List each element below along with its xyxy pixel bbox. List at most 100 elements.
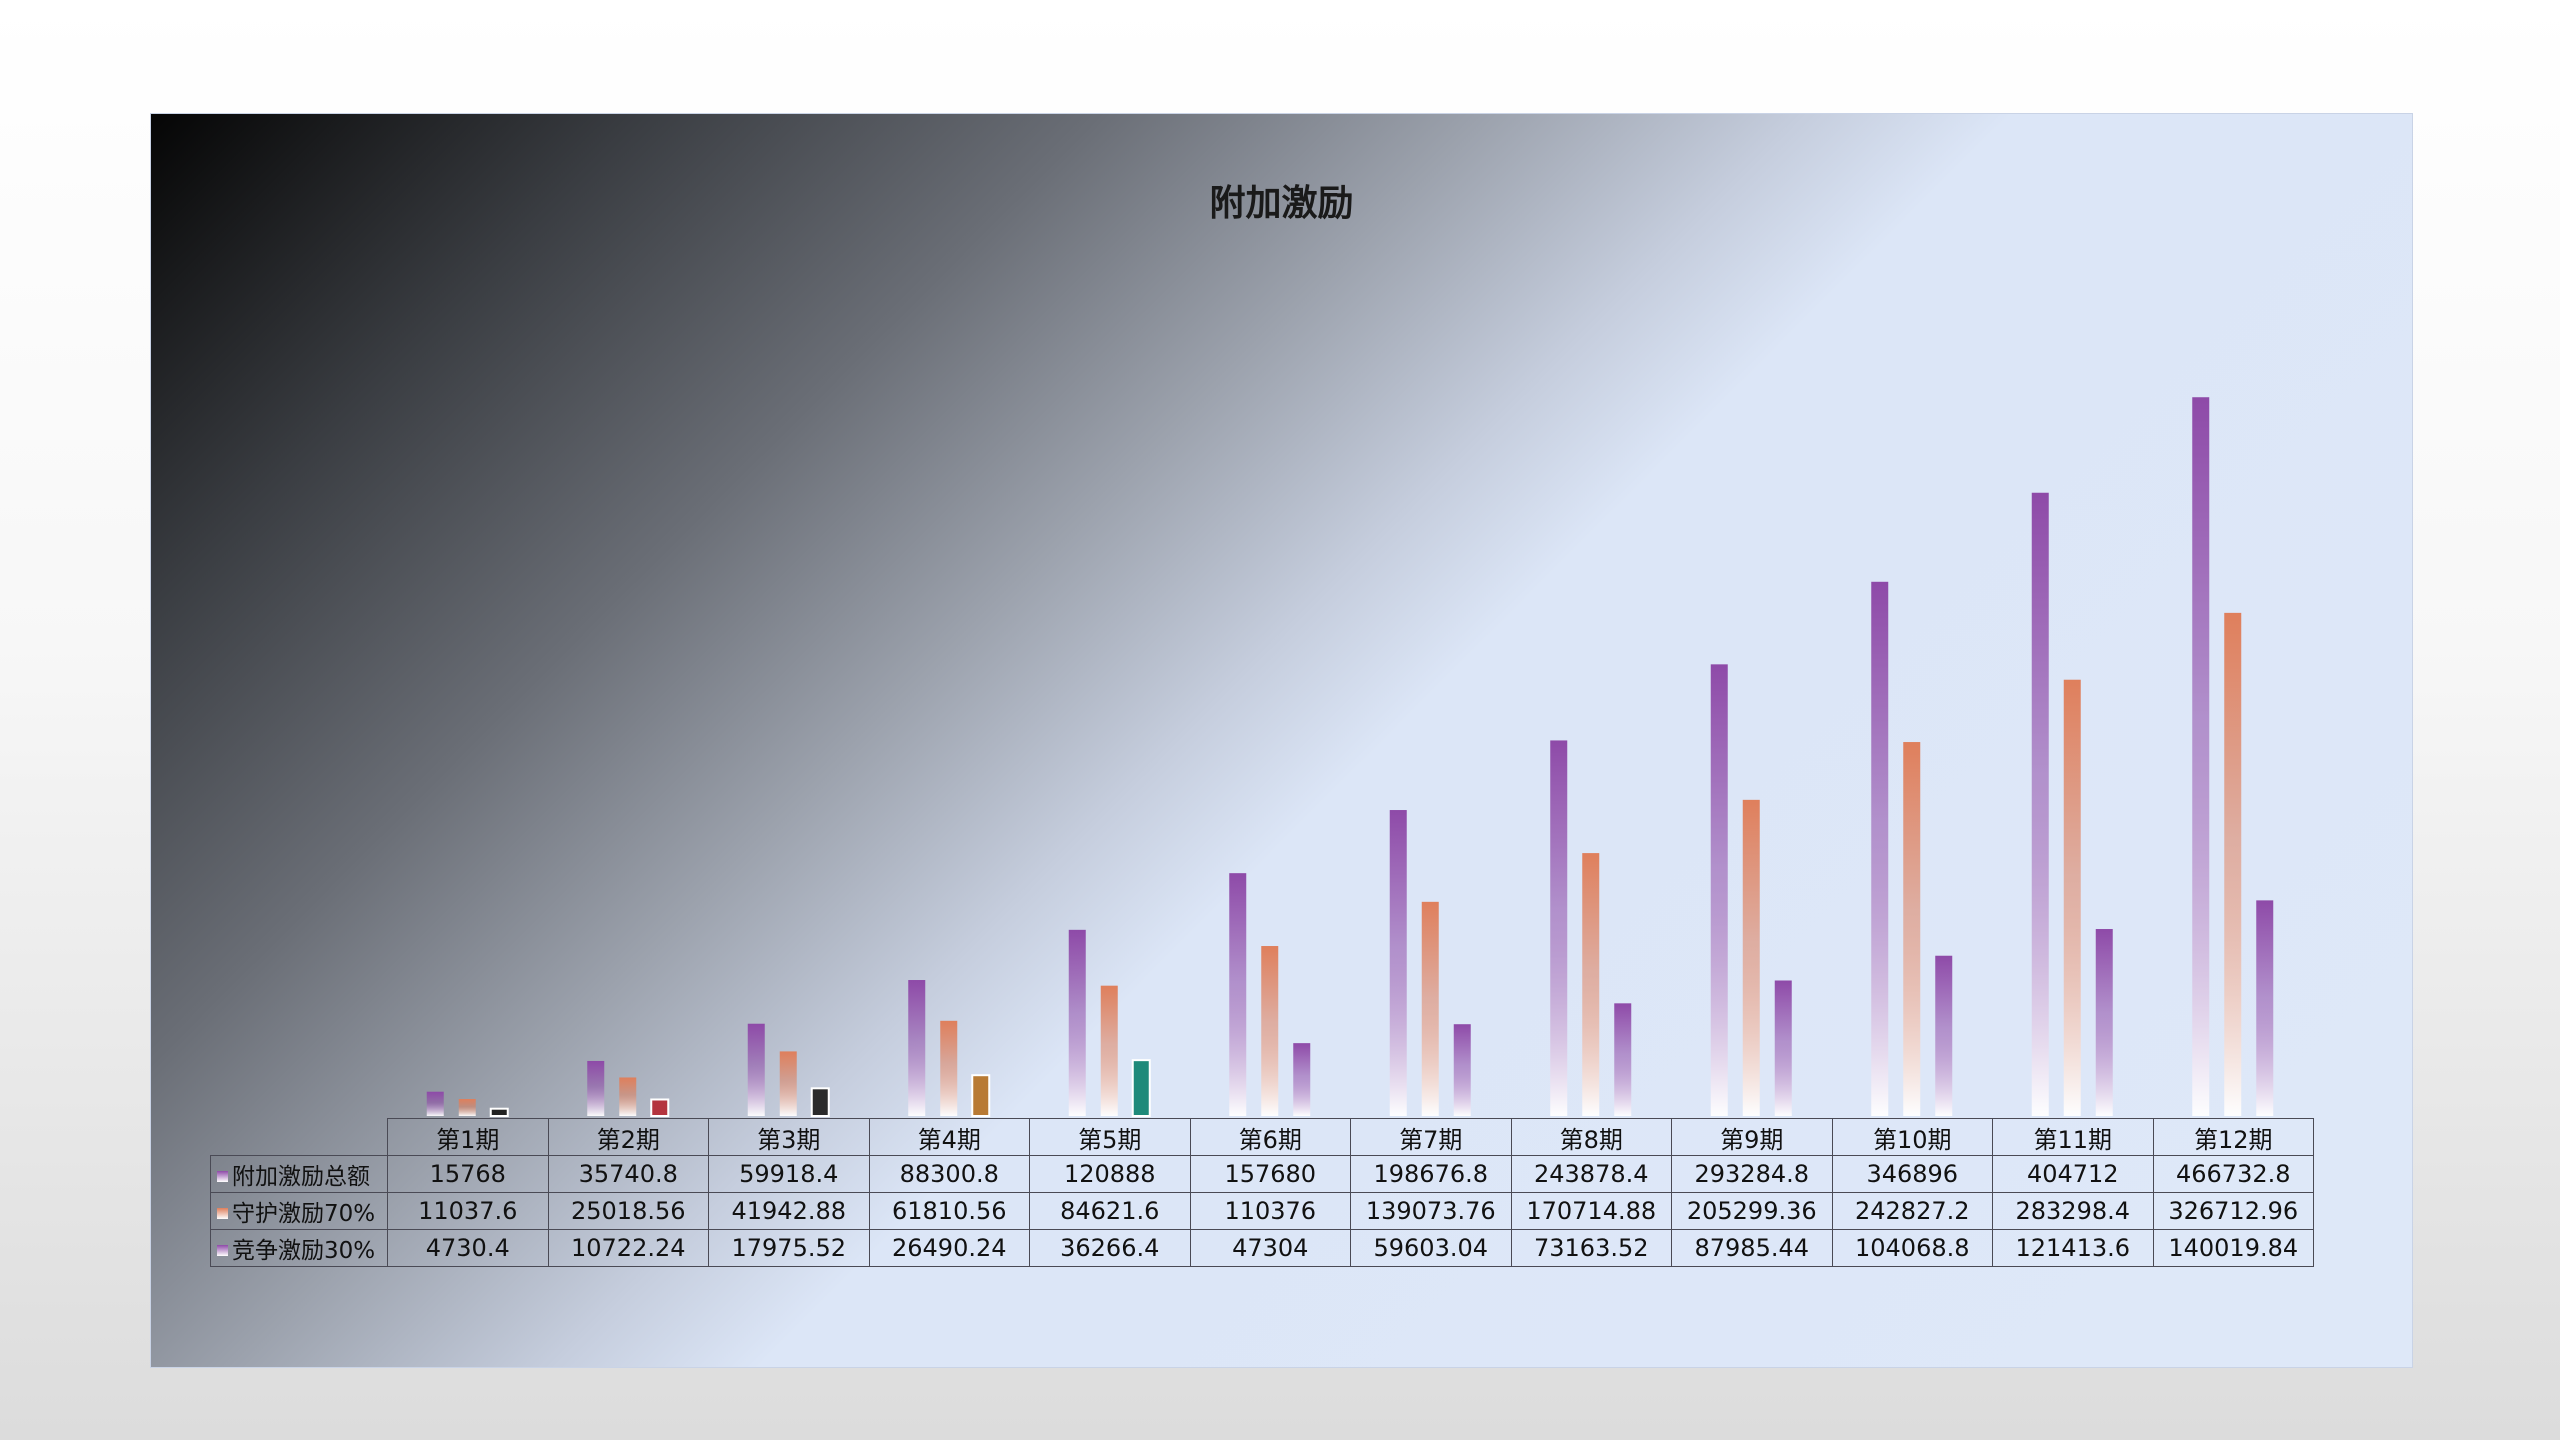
- legend-key: [217, 1245, 228, 1256]
- data-label: 404712: [1992, 1155, 2154, 1193]
- bar-s3-9: [1774, 980, 1792, 1116]
- legend-entry: 竞争激励30%: [210, 1229, 388, 1267]
- data-label: 157680: [1189, 1155, 1351, 1193]
- bar-s1-8: [1550, 740, 1568, 1116]
- bar-s2-5: [1100, 985, 1118, 1116]
- bar-s1-1: [426, 1091, 444, 1116]
- data-label: 170714.88: [1510, 1192, 1672, 1230]
- bar-s2-6: [1261, 946, 1279, 1116]
- bar-s3-6: [1293, 1043, 1311, 1116]
- bar-s2-9: [1742, 799, 1760, 1116]
- data-label: 198676.8: [1350, 1155, 1512, 1193]
- bar-s3-8: [1614, 1003, 1632, 1116]
- data-label: 242827.2: [1831, 1192, 1993, 1230]
- bar-s3-4: [971, 1074, 991, 1117]
- table-header-row: 第1期 第2期 第3期 第4期 第5期 第6期 第7期 第8期 第9期 第10期 第11期 第12期: [210, 1118, 2314, 1156]
- bar-s3-12: [2256, 900, 2274, 1116]
- bar-s1-5: [1068, 929, 1086, 1116]
- bar-s2-10: [1903, 742, 1921, 1116]
- data-label: 104068.8: [1831, 1229, 1993, 1267]
- data-label: 120888: [1029, 1155, 1191, 1193]
- bar-s1-9: [1710, 664, 1728, 1116]
- x-tick-label: 第1期: [387, 1118, 549, 1156]
- data-label: 4730.4: [387, 1229, 549, 1267]
- bar-s1-4: [908, 980, 926, 1116]
- data-label: 36266.4: [1029, 1229, 1191, 1267]
- x-tick-label: 第11期: [1992, 1118, 2154, 1156]
- data-label: 466732.8: [2152, 1155, 2314, 1193]
- data-label: 11037.6: [387, 1192, 549, 1230]
- x-tick-label: 第7期: [1350, 1118, 1512, 1156]
- data-label: 87985.44: [1671, 1229, 1833, 1267]
- series-name: 竞争激励30%: [232, 1238, 376, 1264]
- bar-s2-2: [619, 1077, 637, 1116]
- data-label: 346896: [1831, 1155, 1993, 1193]
- data-label: 17975.52: [708, 1229, 870, 1267]
- data-label: 10722.24: [547, 1229, 709, 1267]
- legend-key: [217, 1208, 228, 1219]
- data-table: 第1期 第2期 第3期 第4期 第5期 第6期 第7期 第8期 第9期 第10期 第11期 第12期附…: [210, 1118, 2314, 1267]
- bar-s3-11: [2095, 929, 2113, 1116]
- x-tick-label: 第3期: [708, 1118, 870, 1156]
- plot-area: [426, 397, 2274, 1118]
- bar-s1-11: [2031, 492, 2049, 1116]
- chart-title: 附加激励: [1209, 183, 1354, 224]
- bar-s3-7: [1453, 1024, 1471, 1116]
- bar-s1-7: [1389, 810, 1407, 1116]
- x-tick-label: 第8期: [1510, 1118, 1672, 1156]
- data-label: 283298.4: [1992, 1192, 2154, 1230]
- table-corner: [210, 1118, 388, 1156]
- data-label: 25018.56: [547, 1192, 709, 1230]
- data-label: 140019.84: [2152, 1229, 2314, 1267]
- bar-s2-7: [1421, 901, 1439, 1116]
- data-label: 205299.36: [1671, 1192, 1833, 1230]
- table-row: 守护激励70% 11037.6 25018.56 41942.88 61810.56 84…: [210, 1192, 2314, 1230]
- x-tick-label: 第6期: [1189, 1118, 1351, 1156]
- x-tick-label: 第5期: [1029, 1118, 1191, 1156]
- bar-s2-8: [1582, 853, 1600, 1116]
- bar-s3-1: [489, 1107, 509, 1118]
- bar-s1-10: [1871, 581, 1889, 1116]
- bar-s2-4: [940, 1020, 958, 1116]
- data-label: 88300.8: [868, 1155, 1030, 1193]
- x-tick-label: 第10期: [1831, 1118, 1993, 1156]
- data-label: 35740.8: [547, 1155, 709, 1193]
- data-label: 243878.4: [1510, 1155, 1672, 1193]
- bar-s2-12: [2224, 612, 2242, 1116]
- data-label: 26490.24: [868, 1229, 1030, 1267]
- x-tick-label: 第9期: [1671, 1118, 1833, 1156]
- data-label: 110376: [1189, 1192, 1351, 1230]
- data-label: 59603.04: [1350, 1229, 1512, 1267]
- bar-s1-6: [1229, 873, 1247, 1116]
- bar-s2-3: [779, 1051, 797, 1116]
- legend-entry: 附加激励总额: [210, 1155, 388, 1193]
- data-label: 84621.6: [1029, 1192, 1191, 1230]
- bar-s1-12: [2192, 397, 2210, 1117]
- data-label: 139073.76: [1350, 1192, 1512, 1230]
- legend-entry: 守护激励70%: [210, 1192, 388, 1230]
- data-label: 293284.8: [1671, 1155, 1833, 1193]
- data-label: 41942.88: [708, 1192, 870, 1230]
- table-row: 附加激励总额 15768 35740.8 59918.4 88300.8 120888 15…: [210, 1155, 2314, 1193]
- bar-s1-2: [587, 1060, 605, 1116]
- x-tick-label: 第2期: [547, 1118, 709, 1156]
- chart-panel: 附加激励 第1期 第2期 第3期 第4期 第5期 第6期 第7期 第8期 第9期 第10期 第11期…: [150, 113, 2413, 1368]
- data-label: 47304: [1189, 1229, 1351, 1267]
- data-label: 15768: [387, 1155, 549, 1193]
- bar-s2-1: [458, 1099, 476, 1116]
- data-label: 121413.6: [1992, 1229, 2154, 1267]
- data-label: 326712.96: [2152, 1192, 2314, 1230]
- series-name: 附加激励总额: [232, 1164, 370, 1190]
- bar-s3-3: [810, 1087, 830, 1117]
- data-label: 59918.4: [708, 1155, 870, 1193]
- data-label: 73163.52: [1510, 1229, 1672, 1267]
- bar-s3-2: [650, 1098, 670, 1117]
- data-label: 61810.56: [868, 1192, 1030, 1230]
- bar-s1-3: [747, 1023, 765, 1116]
- series-name: 守护激励70%: [232, 1201, 376, 1227]
- table-row: 竞争激励30% 4730.4 10722.24 17975.52 26490.24 362…: [210, 1229, 2314, 1267]
- legend-key: [217, 1171, 228, 1182]
- x-tick-label: 第4期: [868, 1118, 1030, 1156]
- bar-s3-5: [1131, 1059, 1151, 1117]
- bar-s3-10: [1935, 955, 1953, 1116]
